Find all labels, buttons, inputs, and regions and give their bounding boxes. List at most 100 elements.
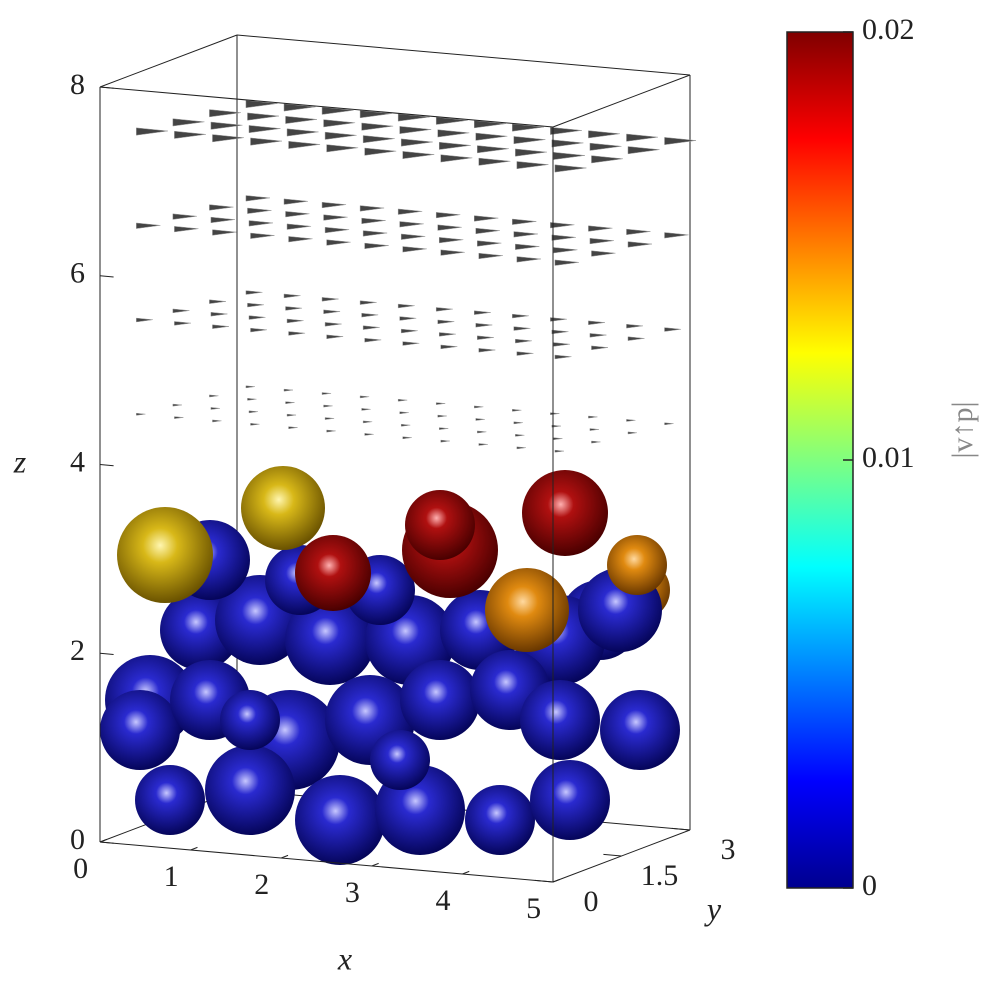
sphere [370,730,430,790]
y-tick-label: 0 [584,885,599,918]
sphere [400,660,480,740]
flow-arrow [554,354,572,360]
flow-arrow [397,113,430,122]
sphere [100,690,180,770]
flow-arrow [321,201,347,209]
flow-arrow [477,145,509,154]
flow-arrow [323,404,333,408]
sphere [220,690,280,750]
flow-arrow [212,419,222,423]
flow-arrow [588,225,613,232]
y-tick-label: 1.5 [641,859,679,892]
flow-arrow [627,241,653,248]
flow-arrow [627,146,660,155]
sphere [522,470,608,556]
box-edge [99,86,554,128]
y-tick [671,827,691,831]
flow-arrow [210,312,228,317]
flow-arrow [477,335,494,340]
flow-arrow [551,424,561,428]
sphere [607,535,667,595]
flow-arrow [359,110,392,119]
flow-arrow [361,217,386,224]
z-tick [99,464,114,467]
flow-arrow [435,212,461,219]
flow-arrow [554,259,579,266]
flow-arrow [664,137,697,145]
x-tick [552,878,561,883]
flow-arrow [515,434,525,437]
flow-arrow [245,290,263,295]
flow-arrow [286,413,297,417]
flow-arrow [550,222,575,229]
flow-arrow [513,136,546,145]
box-edge [236,34,691,76]
colorbar-tick-label: 0 [862,869,877,902]
flow-arrow [550,317,567,322]
flow-arrow [554,164,587,173]
flow-arrow [478,443,488,446]
flow-arrow [435,307,453,312]
flow-arrow [286,223,312,230]
flow-arrow [588,130,620,139]
sphere [530,760,610,840]
flow-arrow [589,142,622,151]
flow-arrow [515,338,532,344]
flow-arrow [591,345,608,351]
flow-arrow [172,403,182,407]
flow-arrow [136,317,153,323]
y-tick [603,853,622,857]
flow-arrow [209,299,226,304]
flow-arrow [591,250,616,257]
flow-arrow [283,198,309,205]
flow-arrow [397,208,423,215]
flow-arrow [664,232,689,239]
flow-arrow [399,126,432,134]
z-tick-label: 0 [70,823,85,856]
flow-arrow [437,319,455,325]
flow-arrow [362,230,388,237]
flow-arrow [172,118,205,127]
flow-arrow [399,221,424,228]
flow-arrow [438,332,456,337]
flow-arrow [210,121,243,130]
flow-arrow [475,418,485,421]
flow-arrow [323,214,348,221]
flow-arrow [664,327,682,332]
flow-arrow [400,233,426,240]
sphere [520,680,600,760]
flow-arrow [324,322,342,327]
sphere [285,595,375,685]
flow-arrow [516,256,541,263]
colorbar-label: |v↑p| [946,401,979,458]
sphere [600,690,680,770]
sphere [117,507,213,603]
flow-arrow [402,151,435,159]
flow-arrow [397,398,408,402]
flow-arrow [326,144,359,153]
flow-arrow [323,119,356,128]
flow-arrow [247,112,280,121]
flow-arrow [248,125,281,134]
flow-arrow [435,116,468,125]
flow-arrow [551,234,576,241]
flow-arrow [283,388,294,392]
flow-arrow [438,237,464,244]
flow-arrow [359,205,385,212]
flow-arrow [361,408,371,411]
flow-arrow [212,324,229,329]
flow-arrow [399,316,417,321]
flow-arrow [362,325,380,330]
flow-arrow [285,211,310,218]
z-tick-label: 6 [70,257,85,290]
flow-arrow [397,303,415,309]
y-tick-label: 3 [721,833,736,866]
flow-arrow [247,302,265,308]
flow-arrow [513,231,538,238]
flow-arrow [288,141,321,149]
flow-arrow [474,120,506,129]
flow-arrow [474,215,499,222]
flow-arrow [438,141,471,150]
flow-arrow [359,395,370,399]
flow-arrow [553,152,585,160]
